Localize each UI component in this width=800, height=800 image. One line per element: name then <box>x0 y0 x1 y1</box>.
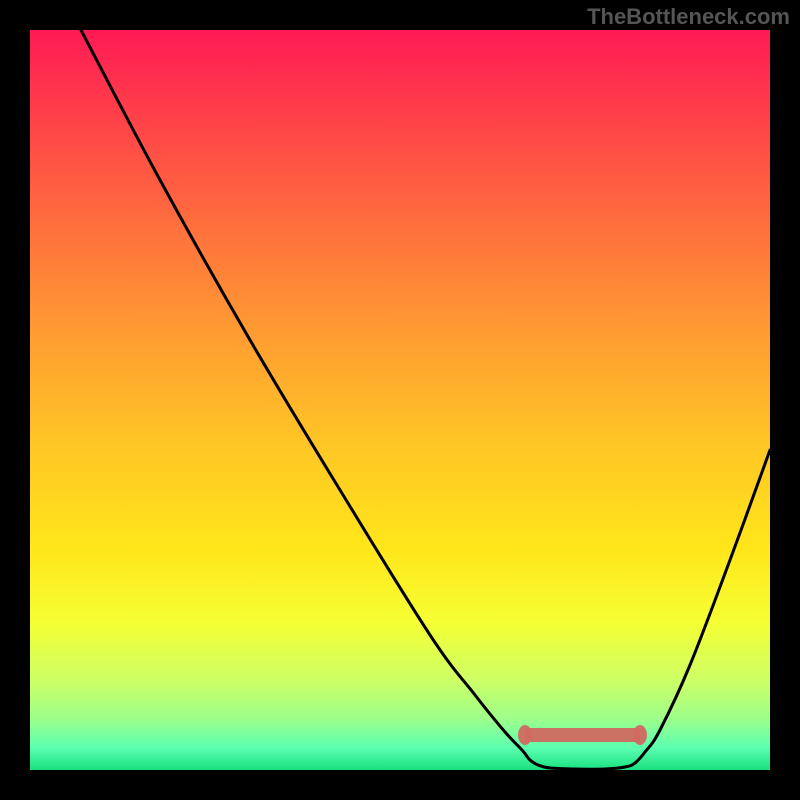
chart-container: TheBottleneck.com <box>0 0 800 800</box>
optimal-marker-band <box>518 725 647 745</box>
attribution-text: TheBottleneck.com <box>587 4 790 30</box>
plot-svg <box>30 30 770 770</box>
plot-area <box>30 30 770 770</box>
gradient-rect <box>30 30 770 770</box>
